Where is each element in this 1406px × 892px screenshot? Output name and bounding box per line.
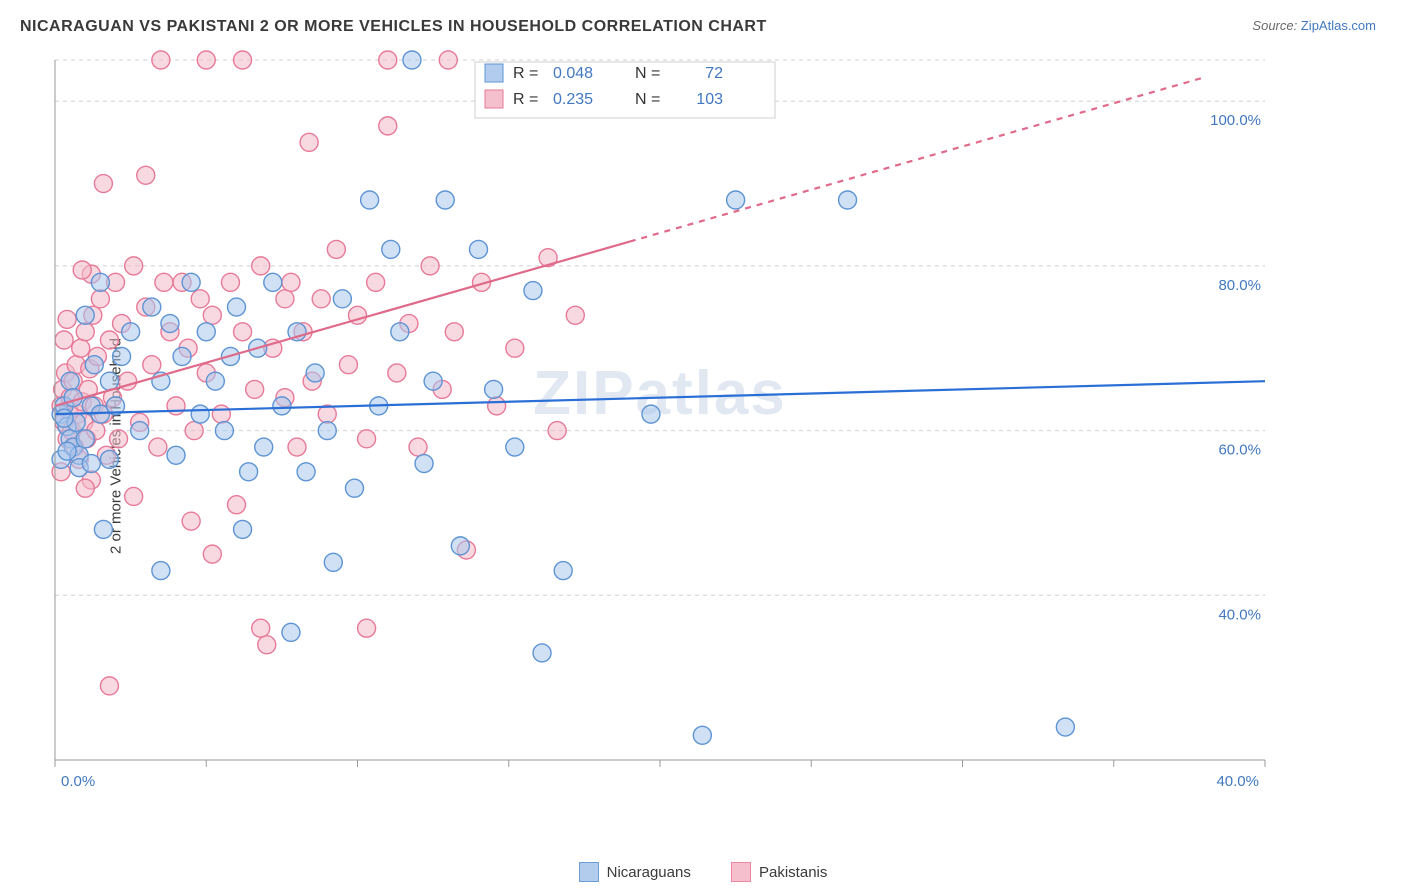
svg-text:72: 72 xyxy=(705,65,723,82)
svg-text:40.0%: 40.0% xyxy=(1218,606,1261,623)
svg-text:100.0%: 100.0% xyxy=(1210,112,1261,129)
source-attribution: Source: ZipAtlas.com xyxy=(1252,18,1376,33)
bottom-legend: Nicaraguans Pakistanis xyxy=(0,862,1406,892)
scatter-chart: 40.0% 60.0% 80.0% 100.0% ZIPatlas 0.0% 40.0% R … xyxy=(45,50,1325,810)
legend-swatch-nicaraguans xyxy=(579,862,599,882)
svg-text:80.0%: 80.0% xyxy=(1218,277,1261,294)
svg-text:0.235: 0.235 xyxy=(553,91,593,108)
legend-label-nicaraguans: Nicaraguans xyxy=(607,864,691,881)
svg-text:R =: R = xyxy=(513,65,538,82)
legend-label-pakistanis: Pakistanis xyxy=(759,864,827,881)
svg-text:60.0%: 60.0% xyxy=(1218,442,1261,459)
legend-item-nicaraguans: Nicaraguans xyxy=(579,862,691,882)
svg-text:0.0%: 0.0% xyxy=(61,773,95,790)
legend-swatch-pakistanis xyxy=(731,862,751,882)
svg-text:R =: R = xyxy=(513,91,538,108)
svg-text:N =: N = xyxy=(635,65,660,82)
svg-text:40.0%: 40.0% xyxy=(1216,773,1259,790)
legend-item-pakistanis: Pakistanis xyxy=(731,862,827,882)
source-label: Source: xyxy=(1252,18,1297,33)
svg-text:ZIPatlas: ZIPatlas xyxy=(533,359,787,428)
source-link[interactable]: ZipAtlas.com xyxy=(1301,18,1376,33)
svg-text:N =: N = xyxy=(635,91,660,108)
svg-text:0.048: 0.048 xyxy=(553,65,593,82)
chart-title: NICARAGUAN VS PAKISTANI 2 OR MORE VEHICL… xyxy=(20,18,767,35)
title-bar: NICARAGUAN VS PAKISTANI 2 OR MORE VEHICL… xyxy=(20,18,1386,42)
svg-text:103: 103 xyxy=(696,91,723,108)
plot-area: 40.0% 60.0% 80.0% 100.0% ZIPatlas 0.0% 40.0% R … xyxy=(45,50,1385,820)
